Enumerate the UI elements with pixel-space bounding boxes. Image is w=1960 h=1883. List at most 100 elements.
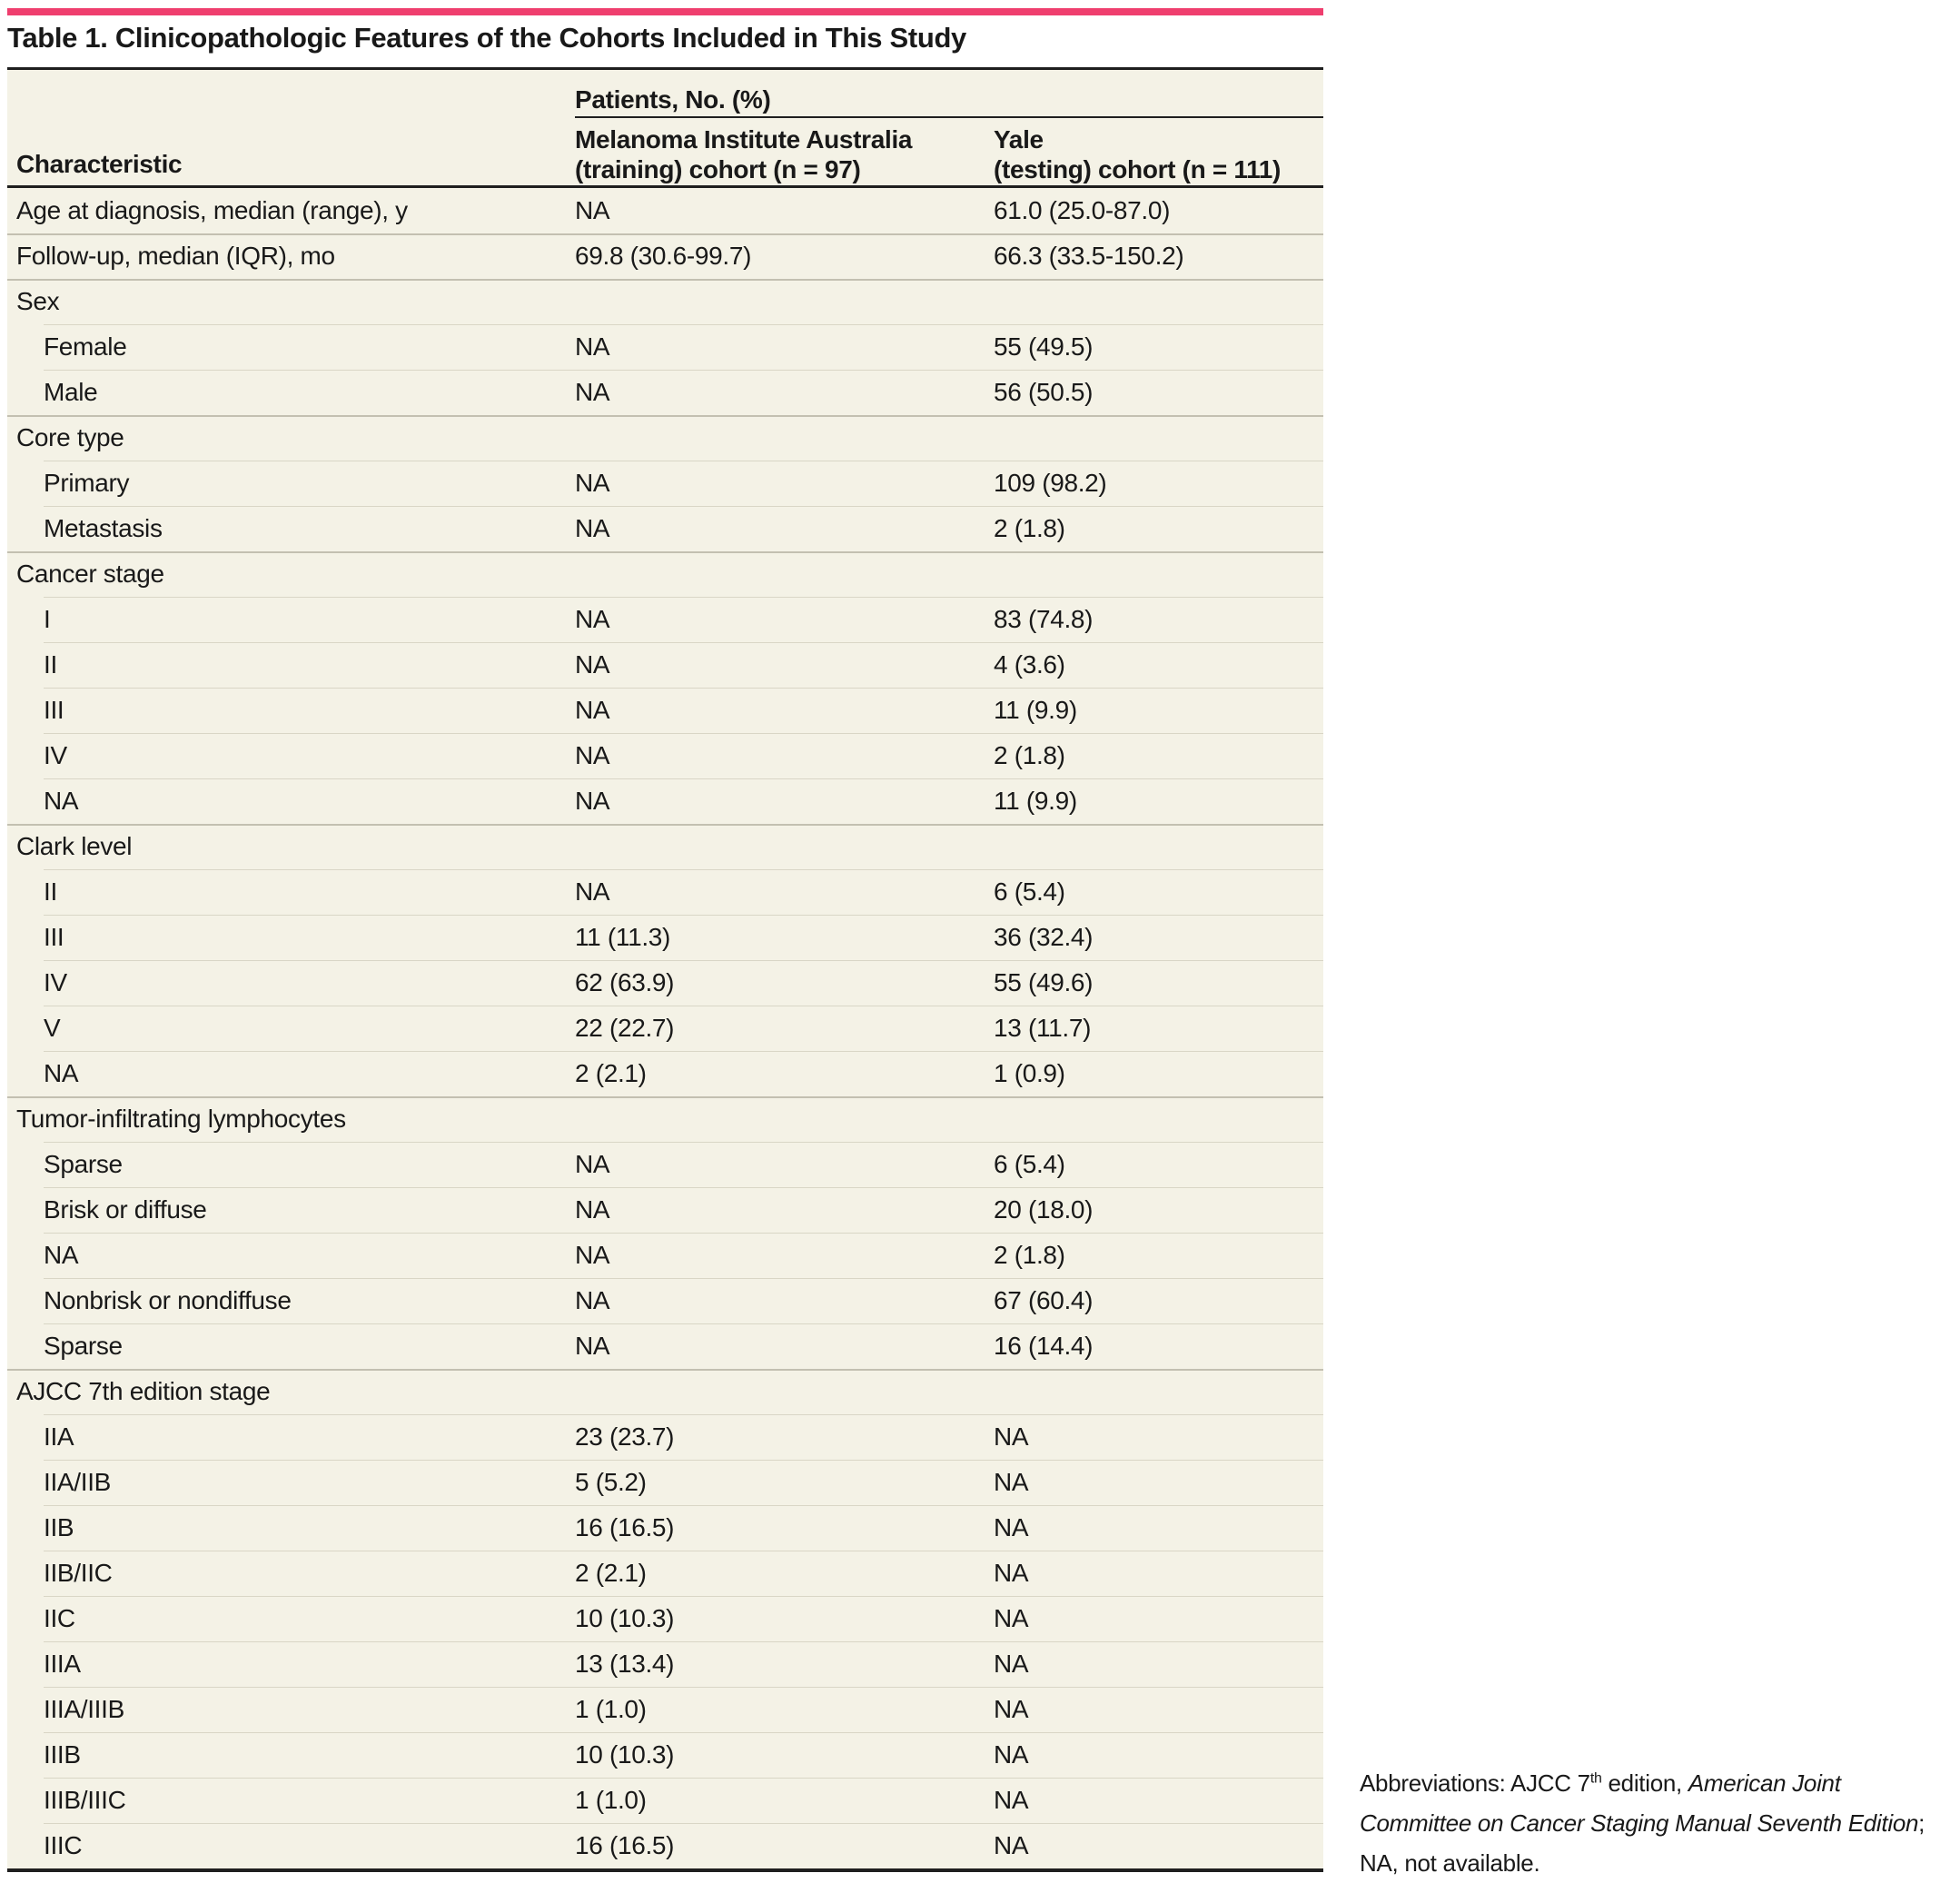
row-value-mia: NA (575, 605, 610, 633)
row-value-mia: 5 (5.2) (575, 1468, 647, 1496)
row-label: Metastasis (44, 514, 163, 542)
column-header-yale-line1: Yale (994, 125, 1044, 154)
row-value-yale: NA (994, 1559, 1029, 1587)
row-label: V (44, 1014, 61, 1042)
table-row: IIC 10 (10.3) NA (7, 1596, 1323, 1641)
row-value-mia: 13 (13.4) (575, 1650, 675, 1678)
row-value-yale: NA (994, 1513, 1029, 1541)
row-label: III (44, 696, 64, 724)
table-row: Age at diagnosis, median (range), y NA 6… (7, 188, 1323, 233)
row-value-yale: NA (994, 1422, 1029, 1451)
row-label: IV (44, 968, 67, 996)
table-body: Age at diagnosis, median (range), y NA 6… (7, 188, 1323, 1868)
row-value-yale: NA (994, 1650, 1029, 1678)
row-value-mia: NA (575, 1286, 610, 1314)
table-row: IIB/IIC 2 (2.1) NA (7, 1551, 1323, 1596)
row-value-yale: 2 (1.8) (994, 741, 1065, 769)
row-value-yale: NA (994, 1468, 1029, 1496)
row-value-yale: 56 (50.5) (994, 378, 1094, 406)
footnote-superscript: th (1589, 1770, 1602, 1787)
row-value-yale: 36 (32.4) (994, 923, 1094, 951)
row-value-yale: 55 (49.5) (994, 332, 1094, 361)
row-value-mia: NA (575, 1195, 610, 1224)
row-label: Sparse (44, 1332, 123, 1360)
row-value-yale: 61.0 (25.0-87.0) (994, 196, 1171, 224)
row-label: Sparse (44, 1150, 123, 1178)
accent-bar (7, 8, 1323, 15)
footnote: Abbreviations: AJCC 7th edition, America… (1360, 1763, 1941, 1883)
table-row: IV NA 2 (1.8) (7, 733, 1323, 778)
table-row: V 22 (22.7) 13 (11.7) (7, 1006, 1323, 1051)
row-label: I (44, 605, 51, 633)
clinicopathologic-table: Patients, No. (%) Melanoma Institute Aus… (7, 67, 1323, 1872)
column-header-mia-line2: (training) cohort (n = 97) (575, 155, 861, 183)
row-value-yale: 83 (74.8) (994, 605, 1094, 633)
table-row: NA NA 11 (9.9) (7, 778, 1323, 824)
row-value-yale: NA (994, 1604, 1029, 1632)
table-row: IIA/IIB 5 (5.2) NA (7, 1460, 1323, 1505)
row-label: Sex (16, 287, 60, 315)
row-value-mia: 10 (10.3) (575, 1740, 675, 1769)
column-header-yale-line2: (testing) cohort (n = 111) (994, 155, 1282, 183)
row-value-mia: 11 (11.3) (575, 923, 671, 951)
table-row: Brisk or diffuse NA 20 (18.0) (7, 1187, 1323, 1233)
row-value-yale: 2 (1.8) (994, 514, 1065, 542)
table-row: IIIC 16 (16.5) NA (7, 1823, 1323, 1868)
row-label: IIB/IIC (44, 1559, 113, 1587)
table-row: NA NA 2 (1.8) (7, 1233, 1323, 1278)
row-label: Brisk or diffuse (44, 1195, 207, 1224)
row-value-mia: 1 (1.0) (575, 1695, 647, 1723)
row-label: IIIC (44, 1831, 83, 1859)
row-value-mia: NA (575, 1150, 610, 1178)
column-group-underline (575, 116, 1323, 118)
row-value-mia: NA (575, 877, 610, 906)
row-value-mia: NA (575, 514, 610, 542)
row-value-mia: NA (575, 696, 610, 724)
row-label: Primary (44, 469, 130, 497)
table-row: IIIA/IIIB 1 (1.0) NA (7, 1687, 1323, 1732)
row-value-mia: 10 (10.3) (575, 1604, 675, 1632)
row-value-yale: NA (994, 1831, 1029, 1859)
table-row: Sparse NA 16 (14.4) (7, 1323, 1323, 1369)
row-label: NA (44, 787, 79, 815)
row-value-mia: 1 (1.0) (575, 1786, 647, 1814)
footnote-text-part3: ; NA, not available. (1360, 1809, 1925, 1877)
row-value-mia: NA (575, 196, 610, 224)
row-label: IIB (44, 1513, 74, 1541)
table-row: Nonbrisk or nondiffuse NA 67 (60.4) (7, 1278, 1323, 1323)
table-row: Metastasis NA 2 (1.8) (7, 506, 1323, 551)
row-value-yale: NA (994, 1740, 1029, 1769)
row-value-mia: NA (575, 378, 610, 406)
table-row: IV 62 (63.9) 55 (49.6) (7, 960, 1323, 1006)
table-row: IIA 23 (23.7) NA (7, 1414, 1323, 1460)
row-value-mia: 16 (16.5) (575, 1831, 675, 1859)
row-value-yale: 1 (0.9) (994, 1059, 1065, 1087)
table-row: IIIA 13 (13.4) NA (7, 1641, 1323, 1687)
row-label: IV (44, 741, 67, 769)
row-value-yale: 4 (3.6) (994, 650, 1065, 679)
row-label: Cancer stage (16, 560, 164, 588)
table-row: IIIB/IIIC 1 (1.0) NA (7, 1778, 1323, 1823)
row-value-yale: NA (994, 1786, 1029, 1814)
table-row: III NA 11 (9.9) (7, 688, 1323, 733)
row-value-yale: 11 (9.9) (994, 787, 1077, 815)
row-label: NA (44, 1241, 79, 1269)
column-header-mia-line1: Melanoma Institute Australia (575, 125, 913, 154)
row-label: Male (44, 378, 98, 406)
column-header-yale: Yale (testing) cohort (n = 111) (994, 124, 1281, 184)
row-value-mia: NA (575, 469, 610, 497)
footnote-italic-title: American Joint Committee on Cancer Stagi… (1360, 1769, 1919, 1837)
row-value-mia: NA (575, 741, 610, 769)
table-row: IIIB 10 (10.3) NA (7, 1732, 1323, 1778)
row-label: IIIA (44, 1650, 81, 1678)
row-label: Nonbrisk or nondiffuse (44, 1286, 292, 1314)
row-value-yale: 67 (60.4) (994, 1286, 1094, 1314)
row-label: Follow-up, median (IQR), mo (16, 242, 335, 270)
table-row: I NA 83 (74.8) (7, 597, 1323, 642)
row-value-yale: 66.3 (33.5-150.2) (994, 242, 1184, 270)
column-header-characteristic: Characteristic (16, 150, 183, 178)
table-row: Female NA 55 (49.5) (7, 324, 1323, 370)
row-label: IIA (44, 1422, 74, 1451)
row-label: Female (44, 332, 127, 361)
row-value-yale: 6 (5.4) (994, 1150, 1065, 1178)
